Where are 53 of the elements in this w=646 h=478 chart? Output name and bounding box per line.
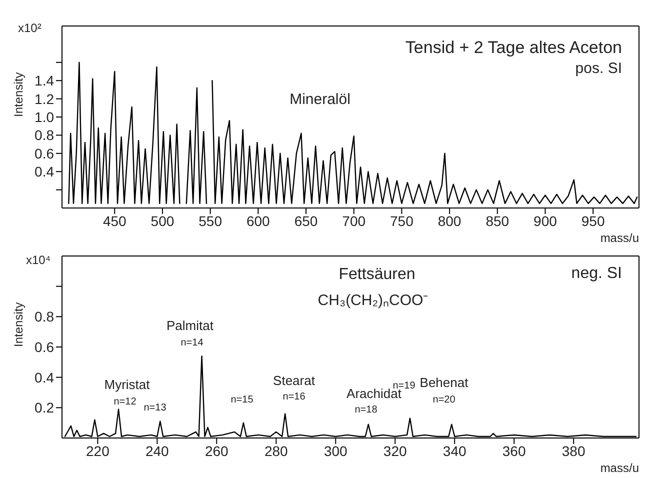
annotation: Mineralöl [290, 90, 350, 108]
y-tick-label: 0.4 [34, 164, 54, 180]
y-axis-title: Intensity [11, 72, 26, 117]
x-tick-label: 300 [324, 442, 348, 459]
y-tick-label: 0.6 [34, 145, 54, 162]
x-tick-label: 450 [102, 212, 127, 229]
y-tick-label: 1.4 [34, 72, 54, 89]
y-tick-label: 1.2 [34, 90, 54, 107]
text: x10⁴ [26, 253, 51, 267]
x-tick-label: 320 [383, 442, 408, 459]
x-tick-label: 260 [204, 442, 229, 459]
x-tick-label: 850 [486, 212, 510, 229]
x-tick-label: 700 [342, 212, 366, 229]
x-tick-label: 600 [246, 212, 270, 229]
annotation: pos. SI [575, 60, 622, 77]
y-tick-label: 0.4 [34, 369, 54, 386]
x-tick-label: 240 [145, 442, 170, 459]
annotation: n=20 [432, 394, 456, 406]
annotation: n=15 [230, 394, 254, 406]
annotation: n=16 [282, 392, 306, 402]
x-axis-title: mass/u [600, 461, 639, 475]
annotation: Stearat [273, 372, 315, 388]
annotation: Behenat [420, 374, 468, 390]
annotation: CH₃(CH₂)ₙCOO⁻ [318, 292, 428, 310]
annotation: Fettsäuren [338, 266, 416, 284]
annotation: Palmitat [166, 318, 214, 334]
y-tick-label: 1.0 [34, 108, 54, 125]
annotation: n=13 [144, 402, 166, 414]
x-tick-label: 500 [150, 212, 174, 229]
x-axis-title: mass/u [600, 231, 639, 245]
x-tick-label: 280 [264, 442, 288, 459]
y-tick-label: 0.2 [34, 400, 54, 416]
x-tick-label: 360 [502, 442, 526, 459]
x-tick-label: 650 [294, 212, 318, 229]
x-tick-label: 220 [86, 442, 110, 459]
y-tick-label: 0.8 [34, 127, 54, 144]
x-tick-label: 750 [390, 212, 414, 229]
annotation: n=18 [354, 404, 378, 416]
annotation: neg. SI [571, 265, 622, 283]
x-tick-label: 550 [198, 212, 222, 229]
y-tick-label: 0.8 [34, 308, 54, 325]
annotation: n=14 [180, 338, 204, 348]
y-axis-title: Intensity [11, 302, 26, 347]
text: x10² [18, 21, 42, 35]
annotation: n=12 [114, 396, 136, 408]
x-tick-label: 340 [442, 442, 466, 459]
annotation: Tensid + 2 Tage altes Aceton [405, 38, 622, 58]
x-tick-label: 800 [438, 212, 462, 229]
x-tick-label: 380 [562, 442, 586, 459]
x-tick-label: 950 [581, 212, 605, 229]
annotation: Myristat [104, 376, 150, 392]
x-tick-label: 900 [534, 212, 558, 229]
y-tick-label: 0.6 [34, 338, 54, 355]
